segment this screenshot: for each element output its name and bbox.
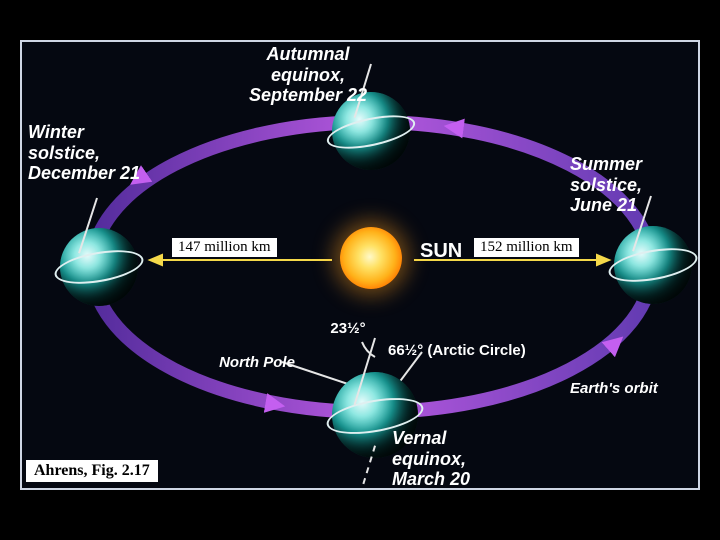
vernal-l2: equinox,	[392, 449, 466, 469]
label-vernal: Vernal equinox, March 20	[392, 428, 542, 490]
summer-l2: solstice,	[570, 175, 642, 195]
label-summer: Summer solstice, June 21	[570, 154, 700, 216]
earth-summer	[614, 226, 692, 304]
citation: Ahrens, Fig. 2.17	[26, 460, 158, 482]
winter-l1: Winter	[28, 122, 84, 142]
tilt-label: 23½°	[318, 320, 378, 337]
label-autumnal: Autumnal equinox, September 22	[218, 44, 398, 106]
sun	[340, 227, 402, 289]
autumnal-l3: September 22	[249, 85, 367, 105]
diagram-frame: SUN Autumnal equinox, September 22 Winte…	[20, 40, 700, 490]
aphelion-distance: 152 million km	[474, 238, 579, 257]
autumnal-l1: Autumnal	[267, 44, 350, 64]
arctic-label: 66½° (Arctic Circle)	[388, 342, 598, 359]
summer-l3: June 21	[570, 195, 637, 215]
sun-label: SUN	[420, 240, 462, 263]
orbit-label: Earth's orbit	[570, 380, 700, 397]
label-winter: Winter solstice, December 21	[28, 122, 168, 184]
vernal-l3: March 20	[392, 469, 470, 489]
winter-l3: December 21	[28, 163, 140, 183]
earth-winter	[60, 228, 138, 306]
north-pole-label: North Pole	[202, 354, 312, 371]
winter-l2: solstice,	[28, 143, 100, 163]
vernal-l1: Vernal	[392, 428, 446, 448]
autumnal-l2: equinox,	[271, 65, 345, 85]
summer-l1: Summer	[570, 154, 642, 174]
perihelion-distance: 147 million km	[172, 238, 277, 257]
